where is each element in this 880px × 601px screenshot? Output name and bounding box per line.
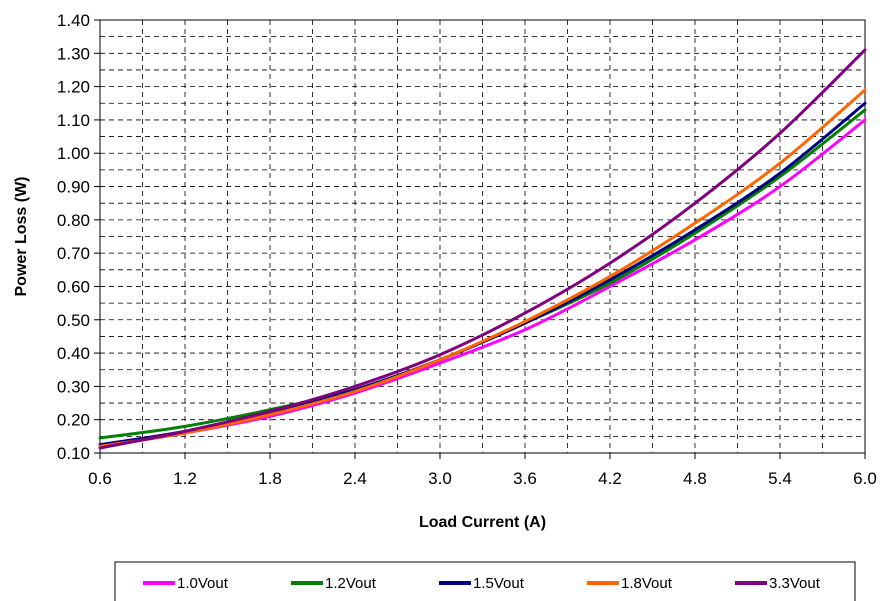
legend-label: 1.8Vout xyxy=(621,575,673,592)
gridlines xyxy=(100,20,865,453)
y-tick-label: 1.20 xyxy=(57,78,90,97)
legend-label: 1.0Vout xyxy=(177,575,229,592)
series-lines xyxy=(98,48,867,450)
x-axis-ticks: 0.6 1.2 1.8 2.4 3.0 3.6 4.2 4.8 5.4 6.0 xyxy=(88,453,877,488)
y-axis-ticks: 0.10 0.20 0.30 0.40 0.50 0.60 0.70 0.80 0.90 1.00… xyxy=(57,11,100,463)
x-tick-label: 2.4 xyxy=(343,469,367,488)
x-tick-label: 6.0 xyxy=(853,469,877,488)
series-line-1-8vout xyxy=(98,88,867,448)
x-tick-label: 4.2 xyxy=(598,469,622,488)
legend-label: 3.3Vout xyxy=(769,575,821,592)
x-tick-label: 3.6 xyxy=(513,469,537,488)
legend-label: 1.2Vout xyxy=(325,575,377,592)
x-tick-label: 4.8 xyxy=(683,469,707,488)
y-tick-label: 0.70 xyxy=(57,244,90,263)
x-axis-title: Load Current (A) xyxy=(419,514,546,531)
y-tick-label: 0.30 xyxy=(57,377,90,396)
legend-label: 1.5Vout xyxy=(473,575,525,592)
y-tick-label: 0.60 xyxy=(57,277,90,296)
x-tick-label: 1.2 xyxy=(173,469,197,488)
legend: 1.0Vout 1.2Vout 1.5Vout 1.8Vout 3.3Vout xyxy=(114,561,856,601)
y-axis-title: Power Loss (W) xyxy=(13,176,30,296)
plot-area xyxy=(99,19,866,454)
y-tick-label: 0.80 xyxy=(57,211,90,230)
y-tick-label: 1.40 xyxy=(57,11,90,30)
y-tick-label: 1.00 xyxy=(57,144,90,163)
y-tick-label: 1.10 xyxy=(57,111,90,130)
y-tick-label: 0.10 xyxy=(57,444,90,463)
y-tick-label: 0.50 xyxy=(57,311,90,330)
y-tick-label: 0.90 xyxy=(57,178,90,197)
legend-box xyxy=(114,561,856,601)
x-tick-label: 5.4 xyxy=(768,469,792,488)
x-tick-label: 1.8 xyxy=(258,469,282,488)
x-tick-label: 3.0 xyxy=(428,469,452,488)
y-tick-label: 1.30 xyxy=(57,44,90,63)
x-tick-label: 0.6 xyxy=(88,469,112,488)
series-line-3-3vout xyxy=(98,48,867,450)
y-tick-label: 0.40 xyxy=(57,344,90,363)
y-tick-label: 0.20 xyxy=(57,411,90,430)
